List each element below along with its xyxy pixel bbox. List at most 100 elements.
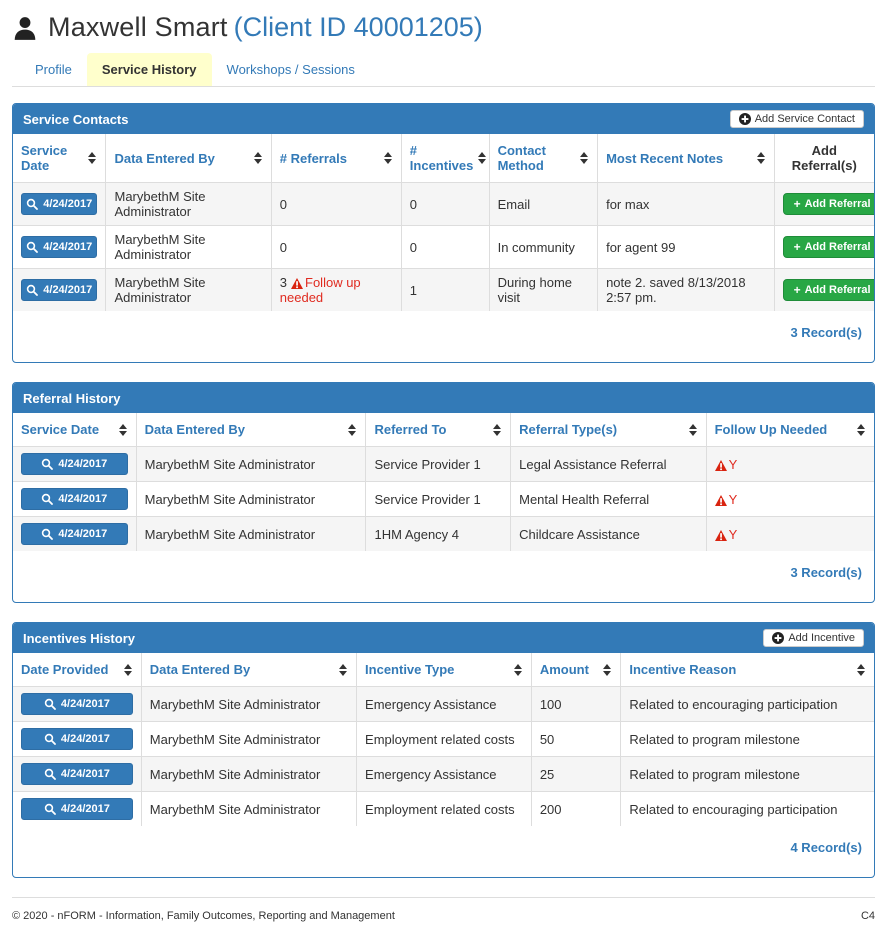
referrals-cell: 0 bbox=[270, 182, 402, 226]
table-row: 4/24/2017 MarybethM Site Administrator S… bbox=[13, 446, 874, 482]
view-service-contact-button[interactable]: 4/24/2017 bbox=[21, 236, 98, 258]
view-incentive-button[interactable]: 4/24/2017 bbox=[21, 798, 133, 820]
column-header-data-entered-by[interactable]: Data Entered By bbox=[105, 134, 272, 183]
search-icon bbox=[44, 733, 56, 745]
add-referral-button[interactable]: + Add Referral bbox=[782, 193, 874, 215]
contact-method-cell: In community bbox=[488, 225, 598, 269]
view-incentive-button[interactable]: 4/24/2017 bbox=[21, 728, 133, 750]
sort-icon bbox=[756, 152, 766, 164]
referral-history-table: Service Date Data Entered By Referred To… bbox=[13, 413, 874, 551]
column-header-most-recent-notes[interactable]: Most Recent Notes bbox=[597, 134, 775, 183]
search-icon bbox=[44, 803, 56, 815]
plus-circle-icon bbox=[738, 113, 751, 125]
sort-icon bbox=[579, 152, 589, 164]
column-header-num-referrals[interactable]: # Referrals bbox=[270, 134, 402, 183]
plus-icon: + bbox=[793, 283, 801, 297]
view-referral-button[interactable]: 4/24/2017 bbox=[21, 488, 128, 510]
column-header-date-provided[interactable]: Date Provided bbox=[13, 653, 141, 687]
service-contacts-heading: Service Contacts Add Service Contact bbox=[13, 104, 874, 134]
notes-cell: note 2. saved 8/13/2018 2:57 pm. bbox=[597, 268, 775, 311]
sort-icon bbox=[338, 663, 348, 676]
column-header-follow-up-needed[interactable]: Follow Up Needed bbox=[705, 413, 874, 447]
record-count: 3 Record(s) bbox=[790, 565, 862, 580]
follow-up-cell: Y bbox=[705, 481, 874, 517]
table-row: 4/24/2017 MarybethM Site Administrator S… bbox=[13, 481, 874, 517]
panel-title: Service Contacts bbox=[23, 111, 129, 127]
table-row: 4/24/2017 MarybethM Site Administrator 1… bbox=[13, 516, 874, 551]
page-footer: © 2020 - nFORM - Information, Family Out… bbox=[12, 897, 875, 932]
footer-code: C4 bbox=[860, 910, 875, 922]
add-service-contact-button[interactable]: Add Service Contact bbox=[729, 110, 864, 128]
search-icon bbox=[42, 458, 54, 470]
column-header-data-entered-by[interactable]: Data Entered By bbox=[135, 413, 366, 447]
column-header-incentive-type[interactable]: Incentive Type bbox=[356, 653, 532, 687]
incentives-cell: 0 bbox=[400, 225, 490, 269]
view-service-contact-button[interactable]: 4/24/2017 bbox=[21, 193, 98, 215]
column-header-incentive-reason[interactable]: Incentive Reason bbox=[620, 653, 874, 687]
view-referral-button[interactable]: 4/24/2017 bbox=[21, 453, 128, 475]
table-row: 4/24/2017 MarybethM Site Administrator E… bbox=[13, 686, 874, 722]
table-row: 4/24/2017 MarybethM Site Administrator 0… bbox=[13, 182, 874, 226]
incentives-history-heading: Incentives History Add Incentive bbox=[13, 623, 874, 653]
column-header-service-date[interactable]: Service Date bbox=[13, 134, 106, 183]
tab-workshops-sessions[interactable]: Workshops / Sessions bbox=[226, 62, 355, 77]
warning-icon bbox=[714, 494, 727, 506]
follow-up-cell: Y bbox=[705, 446, 874, 482]
referral-types-cell: Mental Health Referral bbox=[510, 481, 707, 517]
contact-method-cell: Email bbox=[488, 182, 598, 226]
referrals-cell: 0 bbox=[270, 225, 402, 269]
data-entered-by-cell: MarybethM Site Administrator bbox=[140, 756, 357, 792]
service-contacts-panel: Service Contacts Add Service Contact Ser… bbox=[12, 103, 875, 363]
record-count: 4 Record(s) bbox=[790, 840, 862, 855]
record-count: 3 Record(s) bbox=[790, 325, 862, 340]
sort-icon bbox=[123, 663, 133, 676]
add-referral-button[interactable]: + Add Referral bbox=[782, 279, 874, 301]
referred-to-cell: 1HM Agency 4 bbox=[365, 516, 511, 551]
sort-icon bbox=[688, 423, 698, 436]
column-header-data-entered-by[interactable]: Data Entered By bbox=[140, 653, 357, 687]
table-row: 4/24/2017 MarybethM Site Administrator E… bbox=[13, 721, 874, 757]
page-header: Maxwell Smart (Client ID 40001205) bbox=[12, 12, 875, 43]
incentives-history-panel: Incentives History Add Incentive Date Pr… bbox=[12, 622, 875, 878]
amount-cell: 50 bbox=[530, 721, 621, 757]
search-icon bbox=[42, 493, 54, 505]
amount-cell: 200 bbox=[530, 791, 621, 826]
column-header-referral-types[interactable]: Referral Type(s) bbox=[510, 413, 707, 447]
search-icon bbox=[26, 198, 39, 210]
column-header-service-date[interactable]: Service Date bbox=[13, 413, 136, 447]
table-row: 4/24/2017 MarybethM Site Administrator 3… bbox=[13, 268, 874, 311]
tab-service-history[interactable]: Service History bbox=[86, 53, 212, 86]
incentive-reason-cell: Related to encouraging participation bbox=[620, 791, 874, 826]
column-header-amount[interactable]: Amount bbox=[530, 653, 621, 687]
incentive-reason-cell: Related to encouraging participation bbox=[620, 686, 874, 722]
add-incentive-button[interactable]: Add Incentive bbox=[763, 629, 864, 647]
data-entered-by-cell: MarybethM Site Administrator bbox=[140, 721, 357, 757]
panel-title: Incentives History bbox=[23, 630, 135, 646]
view-referral-button[interactable]: 4/24/2017 bbox=[21, 523, 128, 545]
search-icon bbox=[26, 284, 39, 296]
column-header-add-referrals: Add Referral(s) bbox=[773, 134, 874, 183]
tab-profile[interactable]: Profile bbox=[35, 62, 72, 77]
plus-icon: + bbox=[793, 240, 801, 254]
sort-icon bbox=[383, 152, 393, 164]
view-incentive-button[interactable]: 4/24/2017 bbox=[21, 693, 133, 715]
incentives-cell: 1 bbox=[400, 268, 490, 311]
view-incentive-button[interactable]: 4/24/2017 bbox=[21, 763, 133, 785]
data-entered-by-cell: MarybethM Site Administrator bbox=[135, 446, 366, 482]
incentive-type-cell: Employment related costs bbox=[356, 791, 532, 826]
view-service-contact-button[interactable]: 4/24/2017 bbox=[21, 279, 98, 301]
column-header-referred-to[interactable]: Referred To bbox=[365, 413, 511, 447]
add-referral-button[interactable]: + Add Referral bbox=[782, 236, 874, 258]
column-header-num-incentives[interactable]: # Incentives bbox=[400, 134, 490, 183]
incentive-type-cell: Employment related costs bbox=[356, 721, 532, 757]
notes-cell: for max bbox=[597, 182, 775, 226]
column-header-contact-method[interactable]: Contact Method bbox=[488, 134, 598, 183]
sort-icon bbox=[118, 423, 128, 436]
data-entered-by-cell: MarybethM Site Administrator bbox=[135, 516, 366, 551]
sort-icon bbox=[856, 423, 866, 436]
amount-cell: 25 bbox=[530, 756, 621, 792]
incentive-reason-cell: Related to program milestone bbox=[620, 721, 874, 757]
tab-bar: Profile Service History Workshops / Sess… bbox=[12, 53, 875, 87]
sort-icon bbox=[87, 152, 97, 164]
